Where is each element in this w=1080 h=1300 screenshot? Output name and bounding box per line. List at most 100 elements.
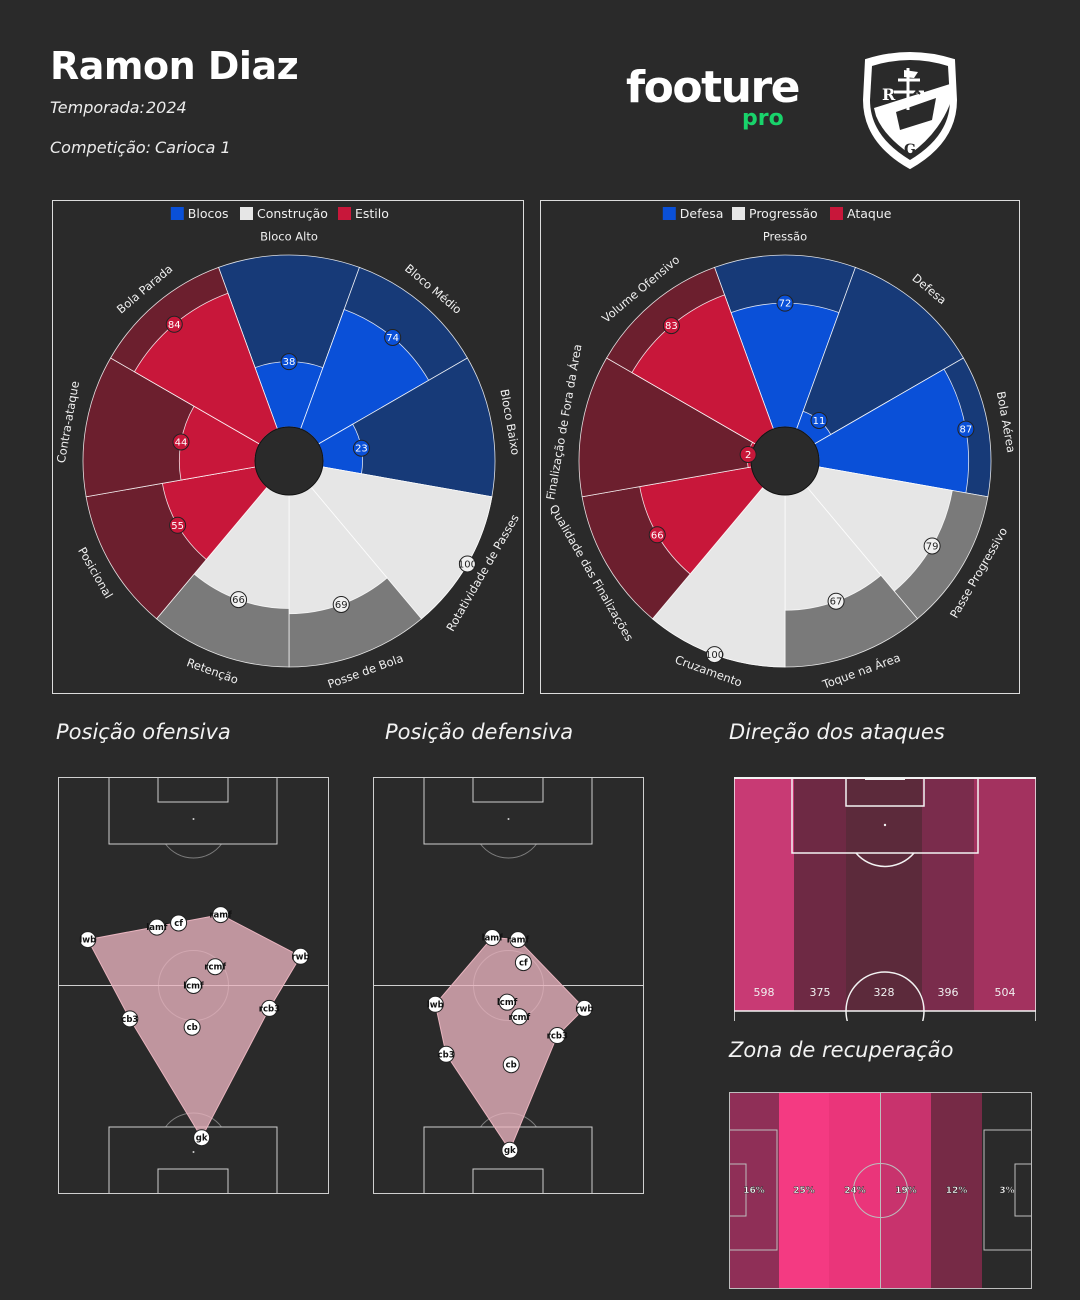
brand-logo: footure pro	[626, 62, 801, 132]
radar-value-badge	[739, 445, 757, 463]
player-marker	[437, 1045, 455, 1063]
player-position-label: rcb3	[547, 1032, 568, 1042]
offensive-position-title: Posição ofensiva	[56, 720, 231, 744]
recovery-zone-value: 24%	[844, 1186, 866, 1196]
attack-direction-title: Direção dos ataques	[729, 720, 945, 744]
legend-label: Progressão	[749, 206, 818, 221]
season-label: Temporada:	[50, 98, 145, 117]
radar-value-label: 87	[959, 425, 972, 436]
recovery-zone	[931, 1092, 982, 1289]
radar-value-label: 74	[386, 333, 399, 344]
competition-value: Carioca 1	[155, 138, 231, 157]
player-position-label: ramf	[507, 936, 530, 946]
player-position-label: lamf	[146, 923, 168, 933]
legend-label: Construção	[257, 206, 328, 221]
player-position-label: lwb	[427, 1000, 444, 1010]
player-marker	[501, 1141, 519, 1159]
recovery-zone-value: 3%	[999, 1186, 1014, 1196]
player-marker	[148, 918, 166, 936]
radar-value-badge	[923, 537, 941, 555]
player-position-label: gk	[504, 1146, 516, 1156]
recovery-zone	[729, 1092, 779, 1289]
radar-value-label: 2	[745, 450, 751, 461]
goal-box	[845, 777, 925, 807]
attack-lane-value: 504	[995, 986, 1016, 999]
player-position-label: rwb	[575, 1004, 593, 1014]
player-marker	[212, 906, 230, 924]
radar-value-label: 83	[665, 321, 678, 332]
radar-axis-label-finalizacao-de-fora-da-area: Finalização de Fora da Área	[542, 343, 584, 501]
radar-value-badge	[165, 315, 183, 333]
player-position-label: cb	[506, 1061, 517, 1071]
legend-swatch	[170, 207, 184, 220]
brand-main-text: footure	[626, 62, 801, 113]
radar-value-badge	[230, 591, 248, 609]
player-marker	[260, 999, 278, 1017]
penalty-box	[423, 777, 593, 845]
radar-value-badge	[706, 646, 724, 664]
offensive-position-pitch: gk cb cb3 rcb3 lcmf rcmf lwb rwb lamf cf ramf	[58, 777, 329, 1194]
player-position-label: lcmf	[497, 998, 518, 1008]
radar-chart-team-style: 38 Bloco Alto 74 Bloco Médio 23 Bloco Baixo 10…	[52, 200, 524, 694]
penalty-arc	[480, 843, 537, 859]
radar-axis-label-bloco-alto: Bloco Alto	[260, 230, 318, 244]
recovery-zone	[982, 1092, 1032, 1289]
center-circle	[845, 971, 925, 1012]
recovery-zone-value: 19%	[895, 1186, 917, 1196]
attack-lane-value: 598	[754, 986, 775, 999]
pitch-svg: 598 375 328 396 504	[734, 777, 1036, 1021]
radar-chart-team-phases: 72 Pressão 11 Defesa 87 Bola Aérea 79 Passe Pro…	[540, 200, 1020, 694]
radar-axis-label-retencao: Retenção	[185, 655, 240, 687]
defensive-position-title: Posição defensiva	[385, 720, 574, 744]
radar-value-label: 100	[458, 560, 477, 571]
attack-direction-pitch: 598 375 328 396 504	[734, 777, 1036, 1021]
center-circle	[853, 1163, 908, 1218]
radar-axis-label-bola-aerea: Bola Aérea	[994, 390, 1019, 454]
player-position-label: rcmf	[204, 963, 226, 973]
defensive-position-pitch: gk cb cb3 rcb3 rcmf lcmf lwb rwb cf lamf ramf	[373, 777, 644, 1194]
attack-lane	[922, 777, 974, 1011]
brand-sub-text: pro	[742, 106, 784, 131]
legend-swatch	[732, 207, 745, 220]
radar-value-badge	[172, 433, 190, 451]
player-marker	[183, 1018, 201, 1036]
pitch-svg: gk cb cb3 rcb3 rcmf lcmf lwb rwb cf lamf ramf	[373, 777, 644, 1194]
club-crest-icon: R G	[858, 50, 962, 172]
attack-lane	[974, 777, 1036, 1011]
radar-value-label: 55	[171, 521, 184, 532]
recovery-zone	[881, 1092, 931, 1289]
radar-value-badge	[648, 526, 666, 544]
player-position-label: cb3	[121, 1015, 138, 1025]
player-position-label: rwb	[291, 952, 309, 962]
radar-value-badge	[810, 411, 828, 429]
goal-box	[157, 777, 229, 803]
player-marker	[483, 929, 501, 947]
radar-axis-label-contra-ataque: Contra-ataque	[54, 380, 82, 464]
radar-value-label: 69	[335, 600, 348, 611]
attack-lane-value: 396	[938, 986, 959, 999]
radar-axis-label-pressao: Pressão	[763, 230, 807, 244]
player-marker	[548, 1027, 566, 1045]
player-position-label: cb3	[438, 1050, 455, 1060]
legend-swatch	[830, 207, 843, 220]
recovery-zone-pitch: 16% 25% 24% 19% 12% 3%	[729, 1092, 1032, 1289]
svg-text:G: G	[904, 142, 916, 158]
recovery-zone	[829, 1092, 881, 1289]
player-marker	[510, 1008, 528, 1026]
penalty-box	[729, 1129, 778, 1251]
radar-value-badge	[384, 328, 402, 346]
player-position-label: cf	[519, 959, 528, 969]
player-marker	[509, 931, 527, 949]
radar-value-label: 66	[232, 595, 245, 606]
attack-lane	[846, 777, 922, 1011]
player-position-label: rcmf	[508, 1013, 530, 1023]
penalty-spot	[883, 823, 887, 827]
radar-value-badge	[332, 595, 350, 613]
radar-value-label: 44	[175, 437, 188, 448]
player-marker	[502, 1056, 520, 1074]
recovery-zone-value: 16%	[743, 1186, 765, 1196]
player-position-label: cb	[187, 1023, 198, 1033]
penalty-arc	[855, 852, 915, 868]
